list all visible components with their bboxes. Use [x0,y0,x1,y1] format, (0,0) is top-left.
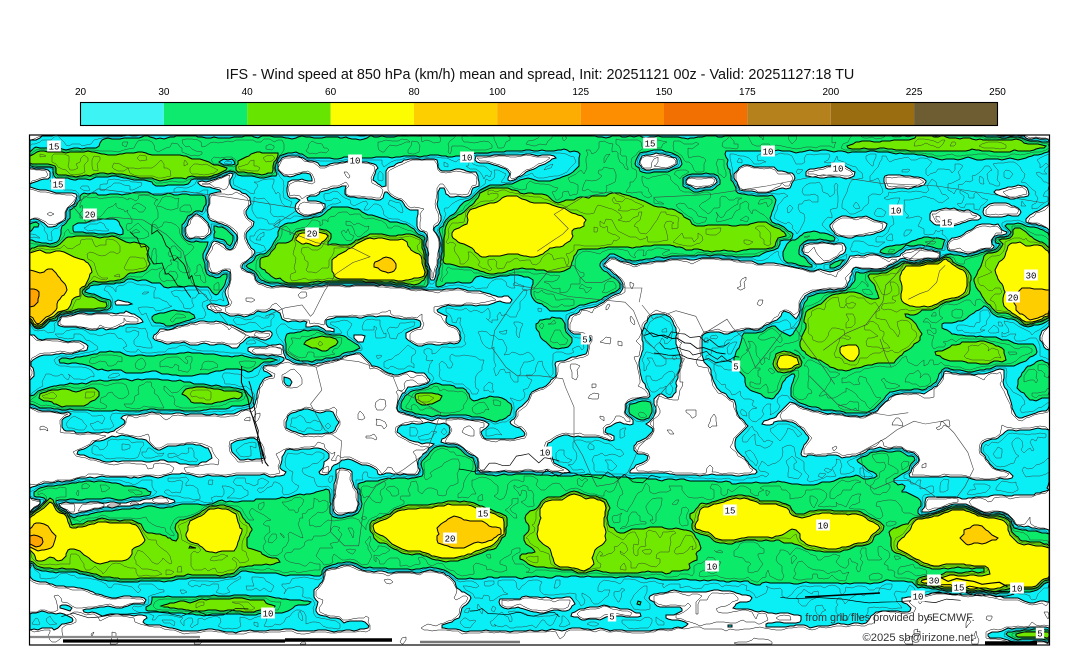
svg-text:250: 250 [989,87,1006,98]
svg-text:15: 15 [49,143,60,153]
svg-text:10: 10 [1012,585,1023,595]
svg-text:150: 150 [656,87,673,98]
svg-text:5: 5 [1037,630,1042,640]
svg-text:15: 15 [725,507,736,517]
svg-text:80: 80 [408,87,420,98]
svg-text:30: 30 [929,577,940,587]
svg-text:10: 10 [263,610,274,620]
svg-text:10: 10 [707,563,718,573]
svg-text:5: 5 [582,336,587,346]
svg-text:10: 10 [350,157,361,167]
svg-text:from grib files provided by EC: from grib files provided by ECMWF. [805,612,974,624]
svg-text:20: 20 [445,535,456,545]
svg-text:10: 10 [540,449,551,459]
svg-text:30: 30 [1026,272,1037,282]
svg-text:15: 15 [645,140,656,150]
svg-text:15: 15 [954,584,965,594]
svg-text:15: 15 [942,219,953,229]
svg-text:5: 5 [609,613,614,623]
svg-text:©2025 sb@irizone.net: ©2025 sb@irizone.net [862,632,974,644]
svg-text:225: 225 [906,87,923,98]
svg-text:10: 10 [462,154,473,164]
svg-text:15: 15 [53,181,64,191]
svg-text:125: 125 [572,87,589,98]
svg-text:20: 20 [307,230,318,240]
svg-text:100: 100 [489,87,506,98]
svg-text:175: 175 [739,87,756,98]
svg-text:10: 10 [763,148,774,158]
svg-text:10: 10 [833,165,844,175]
svg-text:5: 5 [927,614,932,624]
svg-text:60: 60 [325,87,337,98]
svg-text:30: 30 [158,87,170,98]
svg-text:5: 5 [733,363,738,373]
svg-text:15: 15 [478,510,489,520]
svg-text:10: 10 [913,593,924,603]
svg-text:200: 200 [822,87,839,98]
svg-text:10: 10 [891,207,902,217]
svg-text:20: 20 [1008,294,1019,304]
svg-text:20: 20 [75,87,87,98]
svg-text:40: 40 [242,87,254,98]
svg-text:10: 10 [818,522,829,532]
svg-text:IFS - Wind speed at 850 hPa (k: IFS - Wind speed at 850 hPa (km/h) mean … [226,67,855,83]
svg-text:20: 20 [85,211,96,221]
